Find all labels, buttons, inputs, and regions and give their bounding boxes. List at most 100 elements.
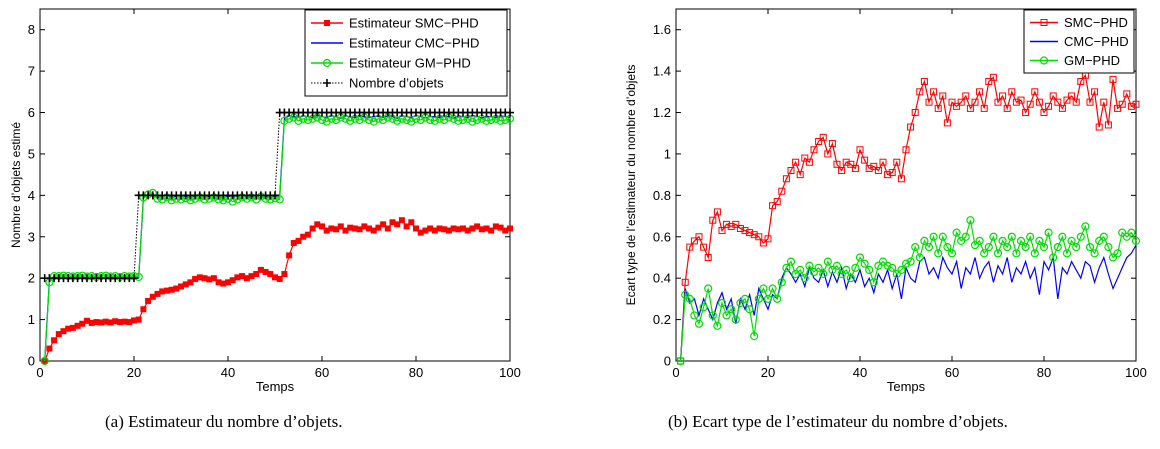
chart-b-data-point bbox=[985, 77, 993, 85]
chart-b-data-point bbox=[796, 265, 805, 274]
chart-b-data-point bbox=[943, 243, 952, 252]
chart-b-ytick-label: 1 bbox=[664, 146, 671, 161]
chart-b-data-point bbox=[1007, 232, 1016, 241]
chart-b-data-point bbox=[962, 92, 970, 100]
chart-b-data-point bbox=[718, 227, 726, 235]
chart-a-xlabel: Temps bbox=[256, 379, 295, 394]
chart-b-data-point bbox=[681, 290, 690, 299]
chart-b-data-point bbox=[947, 249, 957, 258]
chart-b-data-point bbox=[929, 232, 938, 241]
chart-a-data-point bbox=[304, 231, 311, 238]
chart-b-data-point bbox=[782, 263, 791, 272]
chart-b-data-point bbox=[1008, 88, 1016, 96]
chart-a-data-point bbox=[286, 252, 293, 259]
chart-b-data-point bbox=[851, 164, 859, 172]
chart-b-data-point bbox=[856, 146, 864, 154]
chart-a-series-3 bbox=[40, 108, 514, 283]
chart-a-ytick-label: 1 bbox=[28, 312, 35, 327]
chart-a-data-point bbox=[496, 116, 505, 125]
chart-b-data-point bbox=[892, 269, 901, 279]
chart-b-data-point bbox=[966, 216, 975, 225]
chart-b-data-point bbox=[773, 294, 782, 303]
chart-b-data-point bbox=[861, 156, 869, 164]
chart-a-legend-marker bbox=[322, 58, 332, 68]
chart-b-data-point bbox=[833, 160, 841, 168]
chart-b-data-point bbox=[1054, 98, 1062, 106]
chart-b-data-point bbox=[690, 311, 699, 320]
chart-a-ytick-label: 8 bbox=[28, 22, 35, 37]
chart-b-data-point bbox=[736, 298, 745, 308]
chart-a-xtick-label: 60 bbox=[315, 365, 329, 380]
chart-b-data-point bbox=[1058, 104, 1066, 112]
chart-b-data-point bbox=[755, 233, 763, 241]
chart-a-data-point bbox=[403, 223, 410, 230]
chart-b-data-point bbox=[777, 278, 786, 287]
chart-b-data-point bbox=[801, 154, 809, 162]
chart-b-data-point bbox=[727, 305, 736, 314]
chart-b-data-point bbox=[957, 236, 966, 246]
chart-b-data-point bbox=[782, 175, 790, 183]
chart-b-data-point bbox=[1040, 109, 1048, 117]
chart-b-data-point bbox=[869, 278, 878, 287]
chart-b-data-point bbox=[1077, 77, 1085, 85]
chart-a-data-point bbox=[40, 356, 49, 366]
caption-b: (b) Ecart type de l’estimateur du nombre… bbox=[668, 412, 1008, 431]
chart-b-data-point bbox=[763, 294, 773, 303]
chart-b-data-point bbox=[1017, 96, 1025, 104]
chart-a-data-point bbox=[140, 306, 147, 313]
chart-a-ytick-label: 4 bbox=[28, 188, 35, 203]
chart-b-data-point bbox=[676, 356, 685, 366]
chart-b-data-point bbox=[925, 98, 933, 106]
chart-b-data-point bbox=[1053, 243, 1062, 252]
chart-b-data-point bbox=[704, 253, 712, 261]
chart-b-data-point bbox=[993, 249, 1003, 258]
chart-b-data-point bbox=[980, 249, 989, 258]
chart-b-data-point bbox=[759, 239, 767, 247]
chart-b-data-point bbox=[1063, 96, 1071, 104]
chart-b-data-point bbox=[695, 233, 703, 241]
chart-b-data-point bbox=[1076, 232, 1085, 241]
chart-b-data-point bbox=[810, 146, 818, 154]
chart-b-legend-marker bbox=[1039, 56, 1049, 65]
chart-b-data-point bbox=[1095, 236, 1104, 246]
chart-b-xtick-label: 80 bbox=[1037, 365, 1051, 380]
chart-b-data-point bbox=[708, 311, 717, 320]
chart-b-data-point bbox=[1127, 228, 1136, 237]
chart-b-ytick-label: 1.2 bbox=[653, 105, 671, 120]
chart-b-ecart-type-estimateur: 0 20 40 60 80 100 0 0.2 0.4 0.6 0.8 1 1.2 1.4 1.6 Temps… bbox=[624, 8, 1147, 394]
chart-a-legend-label: Nombre d’objets bbox=[349, 76, 444, 91]
chart-b-legend: SMC−PHD CMC−PHD GM−PHD bbox=[1023, 9, 1135, 74]
chart-b-data-point bbox=[1132, 100, 1140, 108]
chart-a-data-point bbox=[253, 271, 260, 278]
chart-a-data-point bbox=[281, 271, 288, 278]
chart-b-data-point bbox=[846, 274, 855, 283]
chart-b-data-point bbox=[1100, 98, 1108, 106]
chart-b-data-point bbox=[828, 265, 837, 274]
chart-b-data-point bbox=[1127, 102, 1135, 110]
chart-b-data-point bbox=[1131, 236, 1141, 246]
chart-a-data-point bbox=[51, 337, 58, 344]
chart-b-data-point bbox=[832, 261, 842, 270]
chart-b-legend-label: GM−PHD bbox=[1064, 53, 1120, 68]
chart-b-data-point bbox=[847, 160, 855, 168]
chart-b-data-point bbox=[879, 158, 887, 166]
chart-b-data-point bbox=[934, 104, 942, 112]
chart-b-data-point bbox=[865, 265, 874, 274]
chart-b-data-point bbox=[842, 158, 850, 166]
chart-b-data-point bbox=[943, 119, 951, 127]
chart-a-data-point bbox=[384, 225, 391, 232]
chart-b-data-point bbox=[1049, 253, 1058, 262]
chart-a-data-point bbox=[375, 224, 382, 231]
chart-b-data-point bbox=[1086, 98, 1094, 106]
chart-b-data-point bbox=[1049, 92, 1057, 100]
chart-a-data-point bbox=[430, 116, 439, 125]
chart-b-data-point bbox=[1081, 222, 1090, 231]
chart-a-legend-marker bbox=[323, 79, 331, 87]
chart-b-ytick-label: 1.6 bbox=[653, 22, 671, 37]
chart-a-data-point bbox=[294, 116, 303, 125]
chart-b-data-point bbox=[901, 259, 911, 268]
chart-a-data-point bbox=[482, 116, 491, 125]
chart-a-data-point bbox=[319, 223, 325, 230]
chart-b-data-point bbox=[1114, 104, 1122, 112]
chart-b-data-point bbox=[971, 98, 979, 106]
